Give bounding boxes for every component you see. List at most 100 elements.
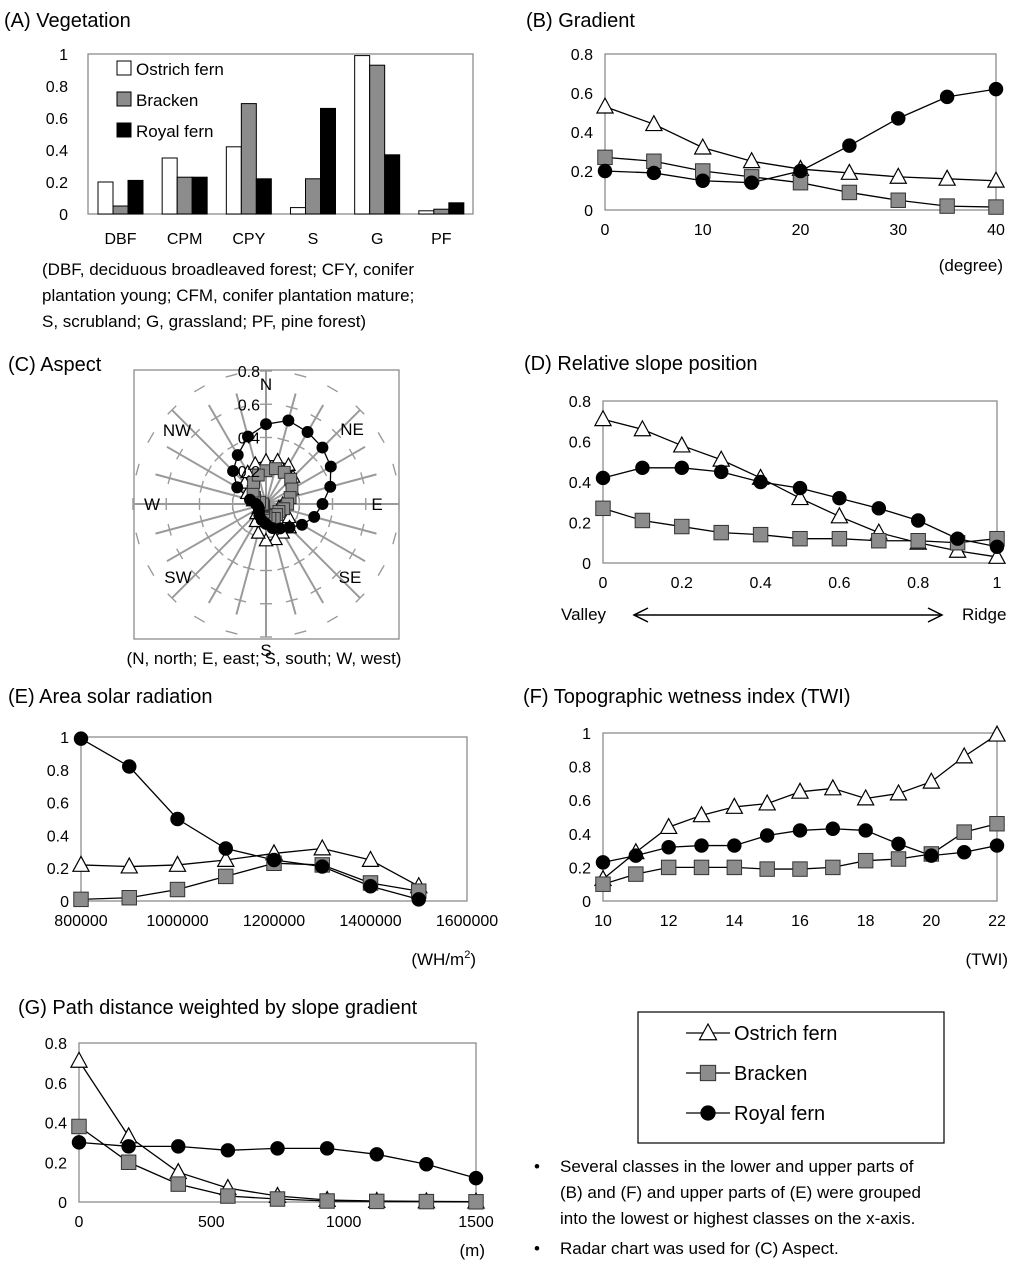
panel-f-ostrich-point xyxy=(889,783,908,801)
panel-a-bar-bracken xyxy=(112,205,129,215)
panel-g-y-tick: 0 xyxy=(58,1195,67,1212)
panel-c-spoke-tick xyxy=(348,548,356,560)
panel-c-spoke xyxy=(265,393,297,505)
panel-f-ostrich-point xyxy=(758,793,777,811)
panel-d-title: (D) Relative slope position xyxy=(524,353,757,375)
panel-g-x-tick: 1000 xyxy=(326,1214,362,1231)
panel-c-spoke-tick xyxy=(360,472,365,485)
panel-c-spoke-tick xyxy=(214,546,224,556)
panel-e-ostrich-point xyxy=(168,855,187,872)
panel-e-x-tick: 800000 xyxy=(54,913,107,930)
panel-a-bar-bracken xyxy=(369,64,386,215)
panel-b-x-tick: 20 xyxy=(792,222,810,239)
panel-a-caption-line-1: (DBF, deciduous broadleaved forest; CFY,… xyxy=(42,260,414,279)
panel-c-spoke-tick xyxy=(199,515,204,528)
panel-g-y-tick: 0.2 xyxy=(45,1155,67,1172)
panel-g-x-unit: (m) xyxy=(460,1241,485,1260)
panel-f-bracken-point xyxy=(759,861,775,877)
panel-f-x-tick: 14 xyxy=(725,913,743,930)
panel-c-spoke-tick xyxy=(319,465,328,477)
panel-c-r-tick: 0.4 xyxy=(238,431,260,448)
panel-b-ostrich-point xyxy=(693,137,712,155)
panel-e-royal-point xyxy=(266,852,282,868)
panel-b-y-tick: 0.8 xyxy=(571,47,593,64)
panel-g-y-tick: 0.4 xyxy=(45,1116,67,1133)
panel-d-bracken-point xyxy=(634,512,651,529)
panel-c-spoke-tick xyxy=(360,523,365,536)
panel-g-x-tick: 0 xyxy=(75,1214,84,1231)
panel-e-royal-point xyxy=(122,759,137,774)
panel-b-royal-point xyxy=(891,111,906,126)
panel-f-bracken-point xyxy=(989,815,1005,832)
panel-b-bracken-point xyxy=(939,198,955,214)
panel-f-x-tick: 22 xyxy=(988,913,1006,930)
panel-a-bar-ostrich xyxy=(418,210,435,215)
panel-b-royal-point xyxy=(597,163,613,179)
panel-f-royal-point xyxy=(858,823,873,838)
panel-a-legend-swatch-royal xyxy=(116,122,132,138)
panel-b-x-tick: 0 xyxy=(601,222,610,239)
panel-b-y-tick: 0 xyxy=(584,203,593,220)
panel-d-x-tick: 0.8 xyxy=(907,575,929,592)
panel-g-bracken-point xyxy=(319,1193,335,1209)
panel-e-x-tick: 1400000 xyxy=(339,913,401,930)
panel-f-royal-point xyxy=(956,845,972,860)
panel-d-ostrich-point xyxy=(672,435,691,453)
panel-d-bracken-point xyxy=(752,526,769,543)
panel-c-aspect: (C) Aspect 0 0.2 0.4 0.6 0.8N NE E SE S SW W NW (N,… xyxy=(8,354,401,668)
panel-c-spoke-tick xyxy=(355,405,365,415)
panel-e-y-tick: 0 xyxy=(60,894,69,911)
panel-f-bracken-point xyxy=(595,876,611,892)
panel-f-topographic-wetness-index: (F) Topographic wetness index (TWI) 0 0.2… xyxy=(523,686,1008,969)
panel-c-spoke-tick xyxy=(331,428,342,439)
panel-g-royal-point xyxy=(220,1143,236,1158)
panel-c-spoke-tick xyxy=(227,442,239,451)
panel-a-bar-ostrich xyxy=(225,146,242,215)
panel-g-y-tick: 0.8 xyxy=(45,1036,67,1053)
panel-c-royal-point xyxy=(308,510,321,523)
panel-c-ostrich-point xyxy=(250,524,266,539)
panel-g-bracken-point xyxy=(220,1188,236,1204)
panel-d-ridge-label: Ridge xyxy=(962,605,1006,624)
panel-g-plot-frame xyxy=(78,1042,477,1203)
panel-b-ostrich-point xyxy=(595,96,615,114)
panel-c-royal-point xyxy=(301,426,314,438)
panel-c-r-tick: 0 xyxy=(251,497,260,514)
panel-c-spoke xyxy=(265,445,366,505)
panel-b-royal-point xyxy=(744,175,759,190)
panel-c-spoke-tick xyxy=(310,586,322,594)
panel-c-royal-point xyxy=(316,441,329,454)
panel-c-spoke-tick xyxy=(193,385,206,393)
panel-e-ostrich-line xyxy=(80,847,420,887)
panel-d-valley-label: Valley xyxy=(561,605,607,624)
panel-g-bracken-point xyxy=(170,1176,186,1192)
panel-a-x-tick: CPM xyxy=(167,231,203,248)
panel-d-x-tick: 0.2 xyxy=(671,575,693,592)
panel-f-bracken-point xyxy=(792,861,808,877)
panel-f-bracken-point xyxy=(890,851,907,867)
legend-marker-bracken xyxy=(699,1064,717,1082)
panel-b-x-tick: 30 xyxy=(889,222,907,239)
panel-g-bracken-point xyxy=(269,1191,286,1207)
panel-c-royal-point xyxy=(260,418,272,431)
panel-d-royal-point xyxy=(595,470,611,486)
panel-e-royal-point xyxy=(170,811,185,827)
panel-c-spoke-tick xyxy=(147,431,155,444)
panel-e-ostrich-point xyxy=(120,856,139,874)
panel-f-bracken-point xyxy=(956,824,972,840)
panel-a-x-tick: DBF xyxy=(105,231,137,248)
panel-f-x-tick: 16 xyxy=(791,913,809,930)
panel-c-spoke-tick xyxy=(331,569,342,580)
legend-label-royal: Royal fern xyxy=(734,1103,825,1125)
panel-g-y-tick: 0.6 xyxy=(45,1076,67,1093)
panel-c-spoke-tick xyxy=(293,557,305,566)
panel-f-ostrich-point xyxy=(823,778,842,796)
panel-f-ostrich-point xyxy=(659,817,678,835)
note-1-line-2: (B) and (F) and upper parts of (E) were … xyxy=(560,1183,921,1202)
panel-d-x-tick: 0.6 xyxy=(828,575,850,592)
panel-c-spoke-tick xyxy=(135,463,140,476)
panel-d-y-tick: 0.4 xyxy=(569,475,591,492)
panel-d-royal-point xyxy=(832,490,847,506)
panel-c-spoke-tick xyxy=(176,448,184,460)
legend-marker-royal xyxy=(700,1105,716,1121)
